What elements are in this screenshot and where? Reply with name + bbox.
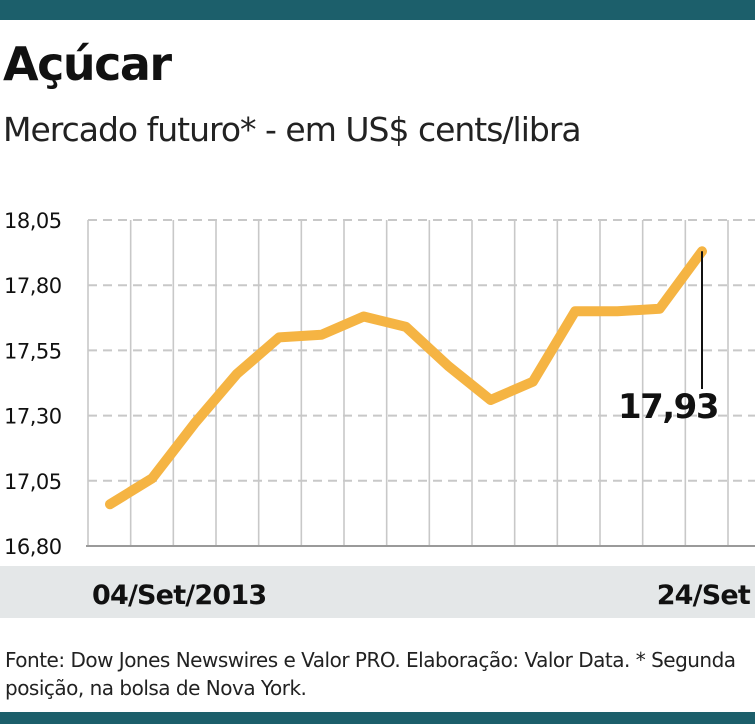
data-point — [190, 419, 199, 428]
chart-title: Açúcar — [3, 37, 172, 91]
bottom-accent-bar — [0, 712, 755, 724]
y-tick-label: 16,80 — [4, 535, 62, 559]
data-point — [275, 333, 284, 342]
series-line — [105, 246, 707, 510]
y-tick-label: 18,05 — [4, 209, 62, 233]
data-point — [486, 395, 495, 404]
data-point — [571, 307, 580, 316]
x-axis-band — [0, 566, 755, 618]
x-start-label: 04/Set/2013 — [92, 580, 266, 611]
data-point — [613, 307, 622, 316]
chart-subtitle: Mercado futuro* - em US$ cents/libra — [3, 110, 582, 149]
data-point — [148, 474, 157, 483]
x-end-label: 24/Set — [657, 580, 751, 611]
last-value-label: 17,93 — [618, 387, 718, 427]
top-accent-bar — [0, 0, 755, 20]
data-point — [317, 330, 326, 339]
y-tick-label: 17,55 — [4, 339, 62, 363]
data-point — [106, 500, 114, 509]
data-point — [402, 322, 410, 331]
line-chart: 18,05 17,80 17,55 17,30 17,05 16,80 17,93 04/Se… — [0, 209, 755, 618]
data-point — [359, 312, 368, 321]
source-note: Fonte: Dow Jones Newswires e Valor PRO. … — [5, 648, 736, 700]
y-tick-label: 17,80 — [4, 274, 62, 298]
data-point — [655, 304, 664, 313]
y-tick-label: 17,30 — [4, 405, 62, 429]
data-point — [232, 369, 241, 378]
data-point — [444, 362, 453, 371]
data-point — [528, 377, 537, 386]
y-tick-label: 17,05 — [4, 470, 62, 494]
